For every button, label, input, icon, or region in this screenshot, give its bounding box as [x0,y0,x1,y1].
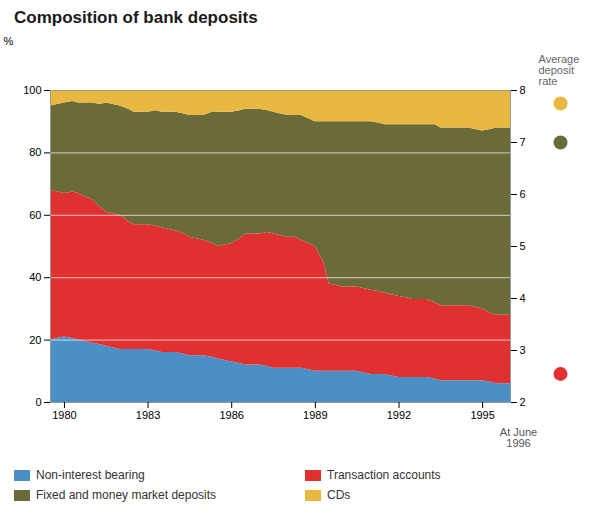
svg-text:1986: 1986 [219,409,243,421]
svg-text:1992: 1992 [387,409,411,421]
html-text:Transaction accounts: Transaction accounts [327,468,441,482]
svg-text:0: 0 [35,396,41,408]
svg-text:1980: 1980 [52,409,76,421]
svg-text:1989: 1989 [303,409,327,421]
svg-text:20: 20 [29,334,41,346]
svg-text:7: 7 [520,136,526,148]
svg-text:8: 8 [520,84,526,96]
svg-text:100: 100 [23,84,41,96]
svg-text:1983: 1983 [136,409,160,421]
html-text:CDs: CDs [327,488,351,502]
html-text:Non-interest bearing: Non-interest bearing [36,468,145,482]
svg-text:40: 40 [29,271,41,283]
svg-text:80: 80 [29,146,41,158]
svg-text:3: 3 [520,344,526,356]
svg-text:Averagedepositrate: Averagedepositrate [539,53,580,87]
svg-text:At June1996: At June1996 [500,426,537,449]
svg-text:60: 60 [29,209,41,221]
svg-text:6: 6 [520,188,526,200]
svg-text:1995: 1995 [470,409,494,421]
svg-text:%: % [4,35,14,47]
svg-text:2: 2 [520,396,526,408]
svg-text:4: 4 [520,292,526,304]
html-text:Composition of bank deposits: Composition of bank deposits [14,8,258,27]
svg-text:5: 5 [520,240,526,252]
html-text:Fixed and money market deposit: Fixed and money market deposits [36,488,217,502]
